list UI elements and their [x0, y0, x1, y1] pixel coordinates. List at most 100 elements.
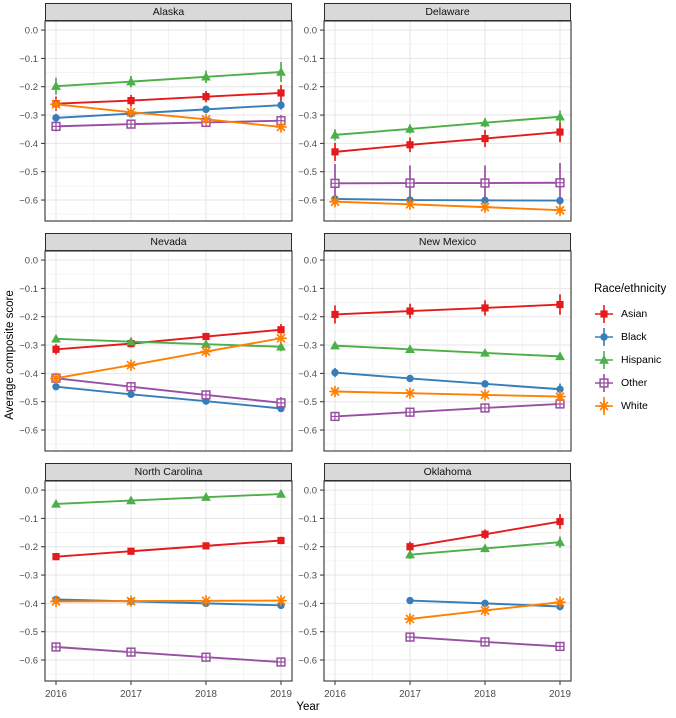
gridlines-minor	[324, 251, 571, 451]
legend-label: White	[621, 399, 648, 412]
facet-title: Delaware	[425, 6, 470, 18]
hispanic-marker-icon	[595, 350, 613, 369]
svg-text:−0.1: −0.1	[19, 54, 38, 65]
svg-text:2017: 2017	[120, 689, 142, 700]
svg-text:−0.5: −0.5	[19, 167, 38, 178]
y-axis-ticks: 0.0 −0.1 −0.2 −0.3 −0.4 −0.5 −0.6	[298, 25, 324, 206]
legend-label: Hispanic	[621, 353, 662, 366]
svg-text:−0.6: −0.6	[298, 425, 317, 436]
legend-title: Race/ethnicity	[594, 283, 667, 295]
asian-marker-icon	[595, 304, 613, 323]
svg-text:−0.2: −0.2	[19, 312, 38, 323]
svg-text:0.0: 0.0	[304, 255, 317, 266]
gridlines-minor	[45, 251, 292, 451]
svg-text:−0.4: −0.4	[298, 599, 317, 610]
svg-text:2018: 2018	[195, 689, 217, 700]
panel-plot-delaware: 0.0 −0.1 −0.2 −0.3 −0.4 −0.5 −0.6	[298, 20, 572, 222]
svg-text:2017: 2017	[399, 689, 421, 700]
svg-text:−0.4: −0.4	[298, 139, 317, 150]
svg-text:0.0: 0.0	[304, 485, 317, 496]
svg-text:−0.1: −0.1	[298, 284, 317, 295]
svg-text:−0.1: −0.1	[298, 514, 317, 525]
panel-plot-nevada: 0.0 −0.1 −0.2 −0.3 −0.4 −0.5 −0.6	[19, 250, 293, 452]
series-markers	[329, 300, 566, 422]
other-marker-icon	[595, 373, 613, 392]
legend-entry-asian: Asian	[594, 302, 676, 325]
svg-text:−0.5: −0.5	[19, 397, 38, 408]
series-markers	[50, 489, 287, 667]
legend-entry-hispanic: Hispanic	[594, 348, 676, 371]
svg-text:2016: 2016	[324, 689, 346, 700]
svg-text:−0.3: −0.3	[298, 570, 317, 581]
gridlines-minor	[324, 481, 571, 681]
panel-plot-new-mexico: 0.0 −0.1 −0.2 −0.3 −0.4 −0.5 −0.6	[298, 250, 572, 452]
y-axis-ticks: 0.0 −0.1 −0.2 −0.3 −0.4 −0.5 −0.6	[19, 485, 45, 666]
black-marker-icon	[595, 327, 613, 346]
white-marker-icon	[595, 396, 613, 415]
facet-strip-new-mexico: New Mexico	[324, 233, 571, 251]
y-axis-ticks: 0.0 −0.1 −0.2 −0.3 −0.4 −0.5 −0.6	[19, 255, 45, 436]
x-axis-ticks: 2016 2017 2018 2019	[324, 681, 571, 700]
series-lines	[55, 493, 282, 663]
svg-text:2019: 2019	[549, 689, 571, 700]
svg-text:−0.6: −0.6	[19, 425, 38, 436]
svg-text:−0.3: −0.3	[298, 340, 317, 351]
series-lines	[334, 115, 561, 212]
x-axis-title: Year	[296, 701, 320, 713]
series-markers	[50, 326, 287, 413]
svg-text:−0.4: −0.4	[19, 139, 38, 150]
svg-text:−0.5: −0.5	[19, 627, 38, 638]
legend: Race/ethnicity Asian Black Hispanic Othe…	[594, 283, 676, 417]
svg-text:−0.2: −0.2	[19, 82, 38, 93]
svg-text:−0.1: −0.1	[298, 54, 317, 65]
svg-text:0.0: 0.0	[304, 25, 317, 36]
facet-title: Nevada	[150, 236, 187, 248]
svg-text:−0.2: −0.2	[298, 82, 317, 93]
facet-title: North Carolina	[134, 466, 203, 478]
svg-text:−0.3: −0.3	[19, 570, 38, 581]
svg-text:2018: 2018	[474, 689, 496, 700]
svg-text:2016: 2016	[45, 689, 67, 700]
series-markers	[329, 111, 566, 217]
legend-entry-other: Other	[594, 371, 676, 394]
svg-text:−0.6: −0.6	[19, 195, 38, 206]
svg-text:0.0: 0.0	[25, 255, 38, 266]
series-markers	[50, 66, 287, 133]
series-markers	[404, 517, 566, 652]
series-lines	[334, 303, 561, 418]
facet-strip-delaware: Delaware	[324, 3, 571, 21]
facet-title: Alaska	[152, 6, 185, 18]
svg-text:−0.1: −0.1	[19, 514, 38, 525]
svg-text:−0.2: −0.2	[19, 542, 38, 553]
gridlines-minor	[45, 481, 292, 681]
x-axis-ticks: 2016 2017 2018 2019	[45, 681, 292, 700]
svg-text:−0.3: −0.3	[19, 340, 38, 351]
legend-entry-white: White	[594, 394, 676, 417]
facet-title: Oklahoma	[423, 466, 472, 478]
legend-label: Other	[621, 376, 648, 389]
legend-label: Black	[621, 330, 647, 343]
y-axis-ticks: 0.0 −0.1 −0.2 −0.3 −0.4 −0.5 −0.6	[298, 485, 324, 666]
series-lines	[55, 71, 282, 128]
svg-text:−0.5: −0.5	[298, 397, 317, 408]
svg-text:−0.3: −0.3	[19, 110, 38, 121]
panel-plot-alaska: 0.0 −0.1 −0.2 −0.3 −0.4 −0.5 −0.6	[19, 20, 293, 222]
svg-text:−0.6: −0.6	[19, 655, 38, 666]
facet-strip-nevada: Nevada	[45, 233, 292, 251]
legend-label: Asian	[621, 307, 648, 320]
svg-text:−0.6: −0.6	[298, 195, 317, 206]
svg-text:0.0: 0.0	[25, 485, 38, 496]
svg-text:−0.4: −0.4	[19, 369, 38, 380]
gridlines-minor	[324, 21, 571, 221]
facet-title: New Mexico	[418, 236, 477, 248]
svg-text:−0.4: −0.4	[19, 599, 38, 610]
svg-text:−0.5: −0.5	[298, 167, 317, 178]
svg-text:2019: 2019	[270, 689, 292, 700]
facet-strip-alaska: Alaska	[45, 3, 292, 21]
facet-strip-north-carolina: North Carolina	[45, 463, 292, 481]
facet-strip-oklahoma: Oklahoma	[324, 463, 571, 481]
svg-text:−0.2: −0.2	[298, 542, 317, 553]
